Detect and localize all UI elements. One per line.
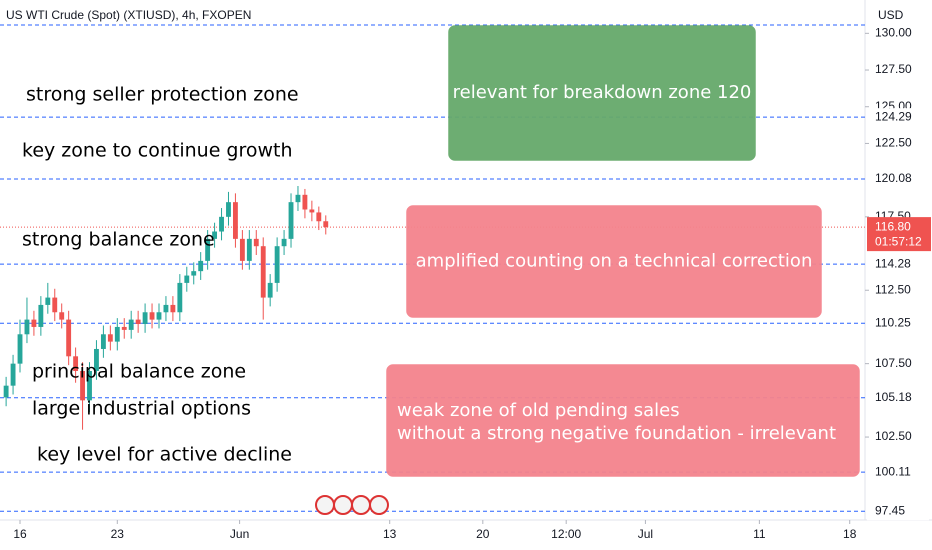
level-label-bg (867, 314, 929, 333)
candle-body (24, 319, 30, 335)
candle-body (274, 246, 280, 283)
level-label: 110.25 (875, 315, 911, 329)
level-label-bg (867, 502, 929, 521)
candle-body (212, 231, 218, 239)
level-label-bg (867, 255, 929, 274)
candle-body (246, 238, 252, 261)
chart-title: US WTI Crude (Spot) (XTIUSD), 4h, FXOPEN (6, 8, 251, 22)
level-label-bg (867, 169, 929, 188)
y-tick-label: 122.50 (875, 136, 912, 150)
candle-body (38, 304, 44, 327)
level-label-bg (867, 388, 929, 407)
candle-body (114, 326, 120, 342)
candle-body (170, 304, 176, 313)
level-label: 124.29 (875, 109, 912, 123)
candle-body (226, 202, 231, 217)
candle-body (253, 238, 259, 247)
candle-body (260, 246, 266, 298)
countdown: 01:57:12 (875, 234, 922, 248)
candle-body (232, 202, 238, 239)
level-label: 114.28 (875, 256, 911, 270)
candle-body (239, 238, 245, 261)
candle-body (73, 356, 79, 371)
candle-body (198, 260, 204, 272)
zone-box (386, 364, 860, 477)
candle-body (191, 271, 197, 276)
candle-body (281, 238, 287, 247)
candle-body (316, 212, 322, 222)
level-label: 105.18 (875, 390, 912, 404)
x-tick-label: 20 (476, 527, 490, 541)
y-tick-label: 130.00 (875, 25, 912, 39)
candle-body (94, 348, 99, 371)
zone-annotation: key zone to continue growth (22, 140, 293, 162)
candle-body (52, 297, 58, 313)
zone-annotation: principal balance zone (32, 361, 246, 383)
zone-annotation: strong balance zone (22, 229, 215, 251)
zone-box-text: without a strong negative foundation - i… (397, 423, 836, 444)
candle-body (323, 221, 329, 228)
last-price-tag (867, 217, 931, 252)
zone-annotation: strong seller protection zone (26, 84, 299, 106)
zone-box-text: amplified counting on a technical correc… (416, 251, 813, 272)
level-label-bg (867, 108, 929, 127)
candle-body (149, 312, 155, 320)
candle-body (163, 304, 169, 313)
zone-annotation: key level for active decline (37, 444, 292, 466)
candle-body (121, 326, 127, 330)
overlays: 124.29 120.08 114.28 110.25 105.18 100.11 97.4… (22, 25, 931, 521)
y-tick-label: 127.50 (875, 62, 912, 76)
candle-body (87, 370, 92, 401)
x-tick-label: 23 (111, 527, 125, 541)
candle-body (184, 275, 190, 283)
candle-body (107, 334, 113, 342)
candle-body (10, 363, 16, 386)
y-tick-label: 102.50 (875, 429, 912, 443)
level-label-bg (867, 463, 929, 482)
candle-body (302, 194, 308, 210)
x-tick-label: 18 (843, 527, 857, 541)
zone-box-text: weak zone of old pending sales (397, 400, 680, 421)
level-label: 100.11 (875, 464, 911, 478)
candles (3, 186, 329, 430)
candle-body (17, 334, 23, 364)
candle-body (66, 319, 72, 357)
candle-body (177, 282, 183, 313)
x-tick-label: 16 (13, 527, 27, 541)
candle-body (309, 209, 315, 213)
candle-body (267, 282, 273, 298)
candle-body (295, 194, 301, 203)
x-tick-label: Jul (638, 527, 653, 541)
candle-body (31, 319, 37, 327)
candle-body (45, 297, 51, 305)
zone-box (406, 205, 822, 318)
candle-body (135, 319, 141, 325)
candle-body (80, 370, 85, 401)
x-tick-label: Jun (230, 527, 249, 541)
candle-body (128, 319, 134, 330)
level-label: 120.08 (875, 171, 912, 185)
currency: USD (878, 8, 904, 22)
candle-body (288, 202, 294, 239)
candle-body (205, 238, 211, 261)
y-tick-label: 112.50 (875, 282, 911, 296)
y-tick-label: 107.50 (875, 356, 912, 370)
x-tick-label: 11 (753, 527, 766, 541)
candle-body (142, 312, 148, 325)
candle-body (3, 385, 9, 398)
zone-box-text: relevant for breakdown zone 120 (453, 82, 752, 103)
x-tick-label: 13 (383, 527, 397, 541)
candle-body (59, 312, 65, 320)
x-tick-label: 12:00 (551, 527, 581, 541)
event-icons (315, 495, 389, 515)
candle-body (219, 216, 224, 232)
level-label: 97.45 (875, 503, 905, 517)
candle-body (100, 334, 106, 349)
last-price-label: 116.80 (875, 219, 911, 233)
zone-annotation: large industrial options (32, 398, 251, 420)
candle-body (156, 312, 162, 320)
zone-box (448, 25, 756, 161)
